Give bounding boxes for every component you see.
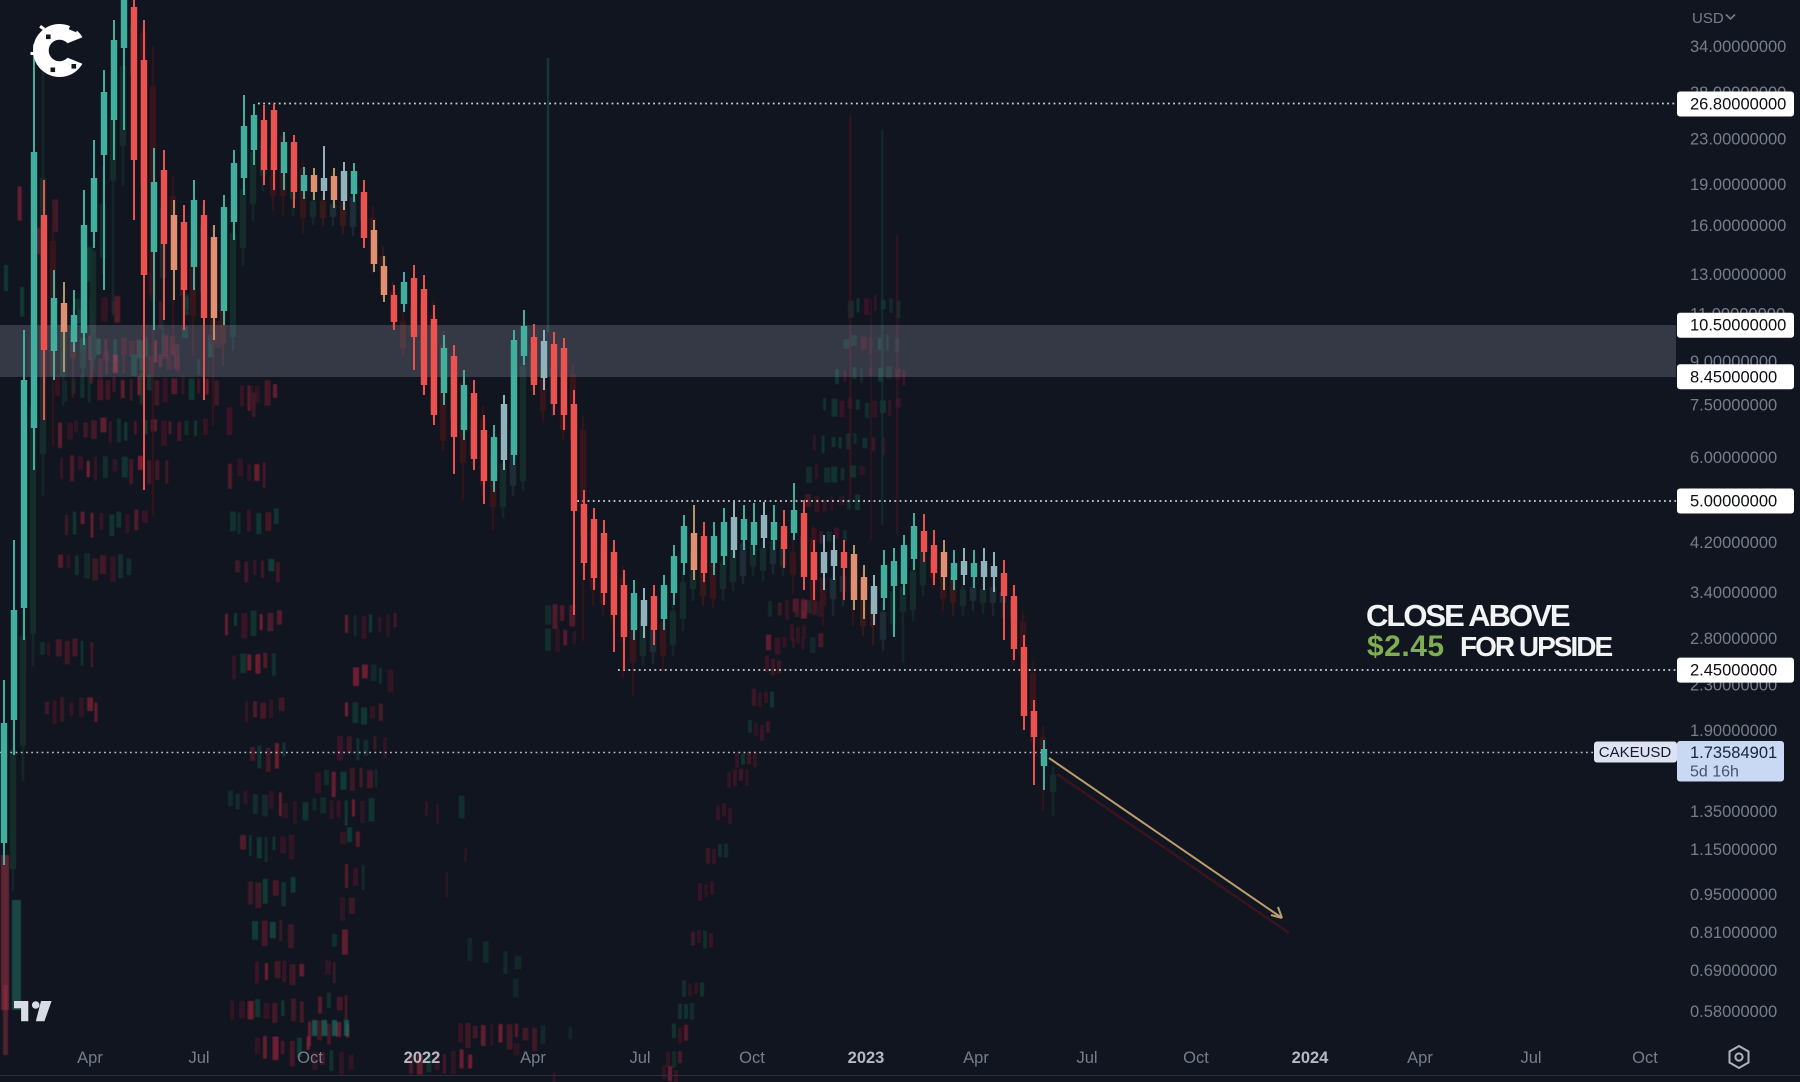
svg-text:Oct: Oct — [1632, 1049, 1658, 1067]
svg-text:CLOSE ABOVE: CLOSE ABOVE — [1366, 598, 1570, 633]
svg-text:0.95000000: 0.95000000 — [1690, 886, 1777, 904]
svg-text:6.00000000: 6.00000000 — [1690, 449, 1777, 467]
svg-text:2022: 2022 — [404, 1049, 441, 1067]
svg-text:FOR UPSIDE: FOR UPSIDE — [1460, 631, 1612, 662]
svg-text:19.00000000: 19.00000000 — [1690, 176, 1786, 194]
svg-text:7.50000000: 7.50000000 — [1690, 396, 1777, 414]
svg-text:Apr: Apr — [520, 1049, 546, 1067]
svg-text:0.81000000: 0.81000000 — [1690, 924, 1777, 942]
svg-text:Jul: Jul — [1520, 1049, 1541, 1067]
svg-text:16.00000000: 16.00000000 — [1690, 217, 1786, 235]
svg-text:$2.45: $2.45 — [1367, 630, 1445, 663]
svg-text:Apr: Apr — [1407, 1049, 1433, 1067]
svg-text:5d 16h: 5d 16h — [1690, 764, 1739, 781]
svg-text:CAKEUSD: CAKEUSD — [1599, 744, 1672, 761]
svg-text:Jul: Jul — [629, 1049, 650, 1067]
svg-text:1.90000000: 1.90000000 — [1690, 722, 1777, 740]
svg-text:10.50000000: 10.50000000 — [1690, 317, 1786, 335]
svg-text:Oct: Oct — [297, 1049, 323, 1067]
svg-text:0.69000000: 0.69000000 — [1690, 962, 1777, 980]
svg-text:Oct: Oct — [739, 1049, 765, 1067]
svg-text:3.40000000: 3.40000000 — [1690, 584, 1777, 602]
svg-text:26.80000000: 26.80000000 — [1690, 96, 1786, 114]
svg-text:23.00000000: 23.00000000 — [1690, 131, 1786, 149]
svg-text:Apr: Apr — [77, 1049, 103, 1067]
svg-text:34.00000000: 34.00000000 — [1690, 38, 1786, 56]
svg-text:1.35000000: 1.35000000 — [1690, 803, 1777, 821]
svg-text:Jul: Jul — [188, 1049, 209, 1067]
svg-text:8.45000000: 8.45000000 — [1690, 368, 1777, 386]
svg-text:Oct: Oct — [1183, 1049, 1209, 1067]
svg-text:2024: 2024 — [1292, 1049, 1330, 1067]
svg-text:2023: 2023 — [848, 1049, 885, 1067]
svg-text:1.15000000: 1.15000000 — [1690, 841, 1777, 859]
svg-text:4.20000000: 4.20000000 — [1690, 534, 1777, 552]
svg-text:2.80000000: 2.80000000 — [1690, 630, 1777, 648]
svg-text:2.45000000: 2.45000000 — [1690, 662, 1777, 680]
svg-text:1.73584901: 1.73584901 — [1690, 744, 1777, 762]
svg-text:Apr: Apr — [963, 1049, 989, 1067]
svg-text:0.58000000: 0.58000000 — [1690, 1003, 1777, 1021]
svg-text:Jul: Jul — [1076, 1049, 1097, 1067]
svg-text:13.00000000: 13.00000000 — [1690, 266, 1786, 284]
svg-text:USD: USD — [1692, 10, 1724, 27]
svg-text:5.00000000: 5.00000000 — [1690, 493, 1777, 511]
